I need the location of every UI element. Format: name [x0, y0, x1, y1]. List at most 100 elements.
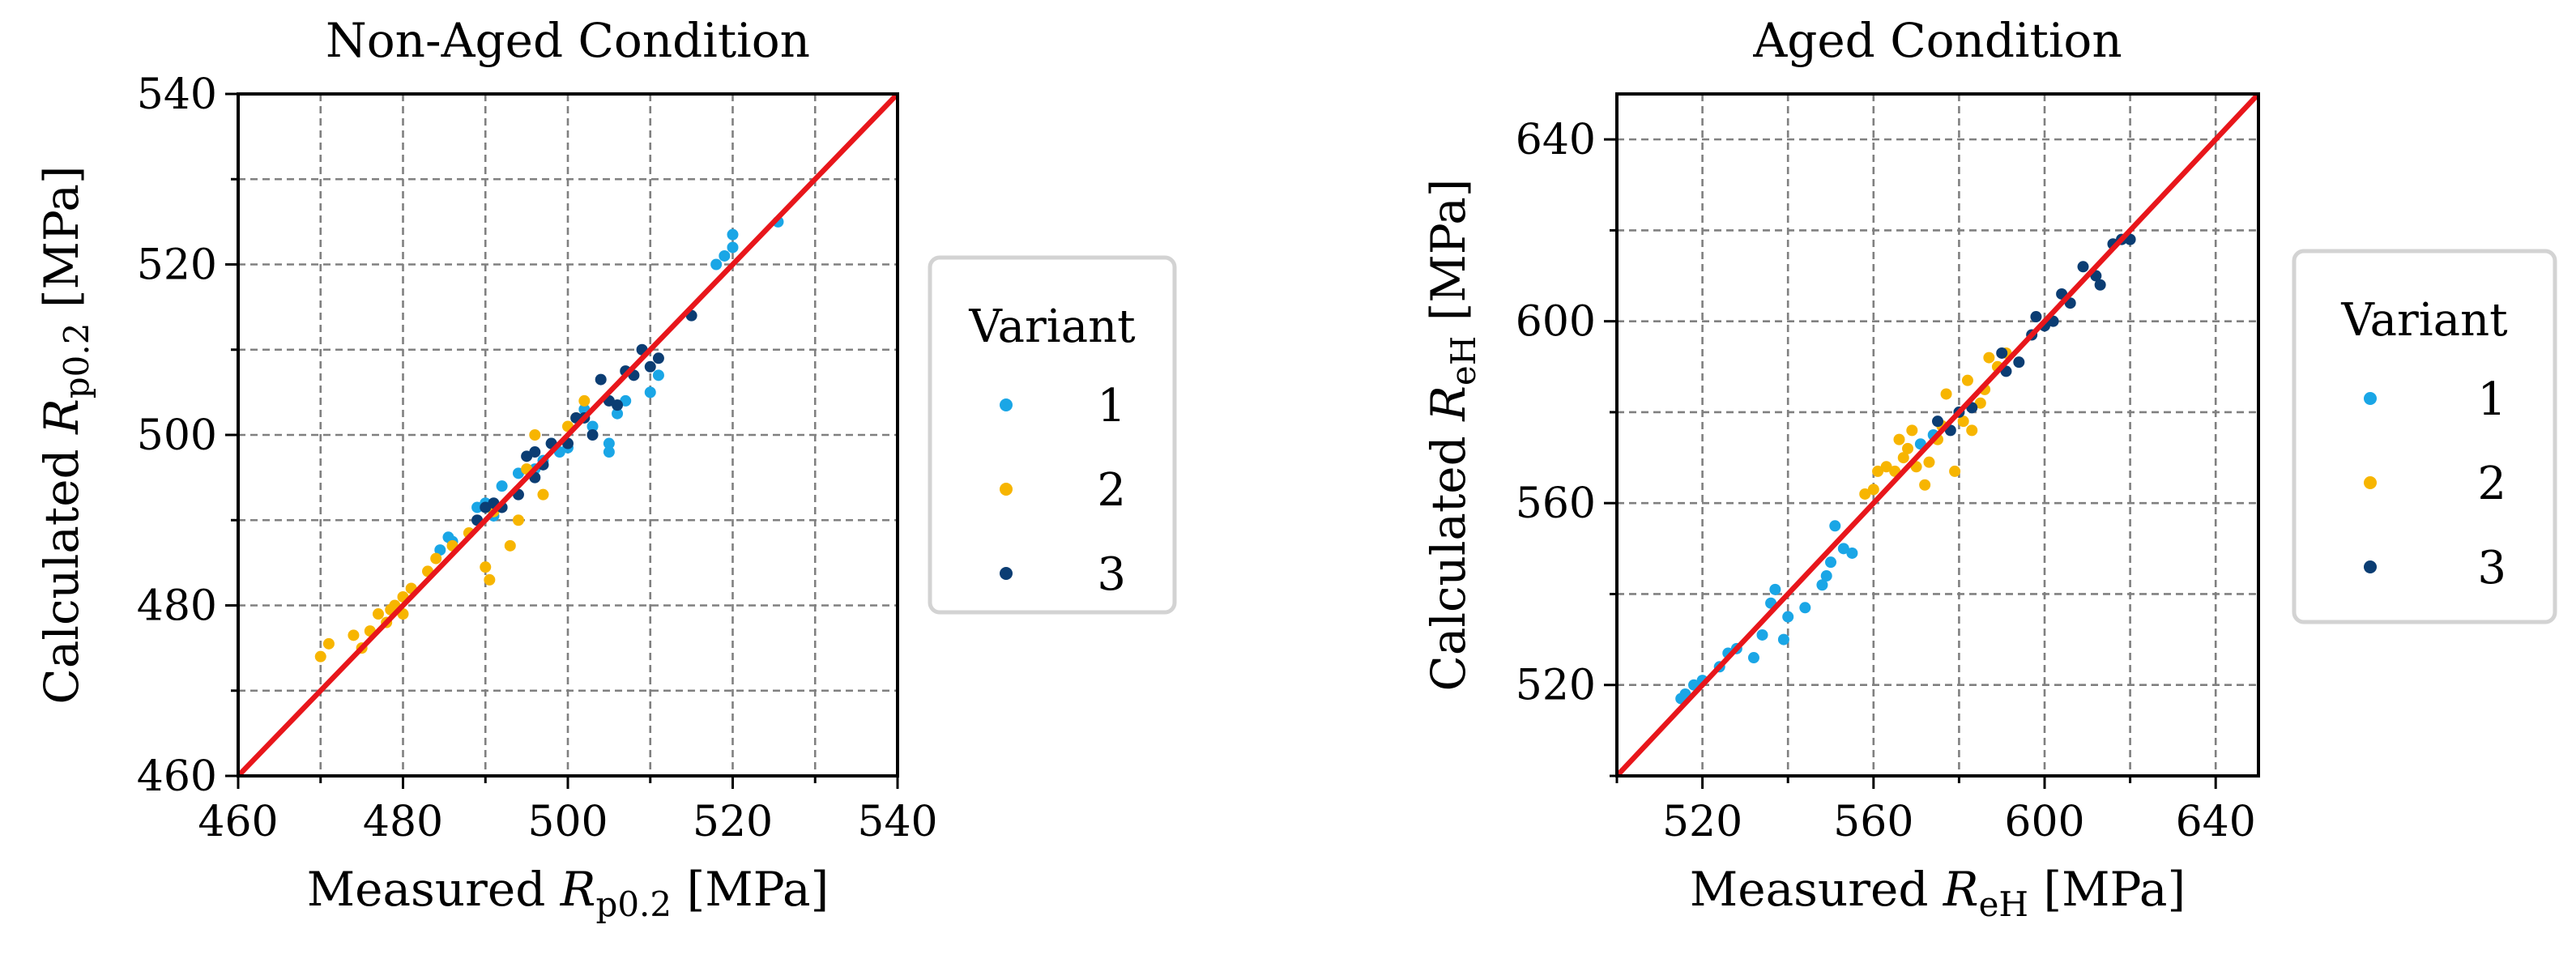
ticks [225, 92, 899, 789]
x-tick-label: 500 [527, 798, 608, 846]
data-point [586, 420, 599, 432]
data-point [1923, 456, 1935, 468]
legend-label: 2 [1097, 464, 1126, 517]
x-tick-label: 460 [198, 798, 278, 846]
x-axis-label: Measured Rp0.2 [MPa] [307, 862, 829, 924]
legend-title: Variant [968, 300, 1136, 353]
x-tick-label: 520 [1662, 798, 1742, 846]
data-point [644, 360, 656, 373]
data-point [719, 249, 731, 262]
data-point [1897, 452, 1909, 464]
gridlines [1617, 94, 2258, 776]
series-1 [434, 215, 784, 556]
data-point [2077, 261, 2089, 273]
data-point [1966, 424, 1978, 437]
x-axis-label-prefix: Measured [1690, 862, 1943, 917]
legend-label: 2 [2477, 458, 2506, 510]
x-tick-label: 640 [2176, 798, 2256, 846]
x-axis-label: Measured ReH [MPa] [1690, 862, 2186, 924]
legend-marker-2 [1000, 483, 1013, 496]
data-point [1859, 488, 1871, 500]
chart-non-aged: 460 480 500 520 540 460 480 500 520 540 Non-Aged C… [34, 13, 1177, 924]
y-tick-label: 460 [137, 752, 217, 801]
data-point [1837, 543, 1849, 555]
data-point [496, 480, 508, 492]
x-axis-label-var: R [560, 862, 596, 917]
data-point [578, 394, 591, 407]
data-point [430, 552, 442, 565]
legend-box [928, 255, 1177, 615]
data-point [484, 573, 496, 586]
x-tick-label: 540 [857, 798, 937, 846]
x-axis-label-var: R [1943, 862, 1979, 917]
data-point [2094, 279, 2106, 291]
data-point [1932, 415, 1943, 428]
data-point [1872, 465, 1884, 477]
legend-label: 1 [1097, 380, 1126, 432]
data-point [1974, 397, 1986, 409]
legend-marker-3 [2364, 560, 2377, 573]
data-point [595, 373, 607, 386]
x-tick-label: 560 [1833, 798, 1913, 846]
legend-label: 1 [2477, 373, 2506, 426]
data-point [603, 446, 615, 458]
data-point [1893, 433, 1905, 445]
data-point [529, 446, 541, 458]
data-point [1880, 461, 1892, 473]
data-point [1961, 374, 1973, 386]
y-tick-label: 640 [1516, 116, 1596, 164]
x-tick-label: 520 [693, 798, 773, 846]
y-axis-label-unit: [MPa] [34, 165, 89, 322]
chart-aged: 520 560 600 640 520 560 600 640 Aged Condition Me… [1421, 13, 2557, 924]
data-point [314, 650, 326, 663]
y-axis-label-var: R [34, 398, 89, 435]
data-point [1829, 520, 1841, 532]
data-point [1906, 424, 1918, 437]
data-point [348, 629, 360, 641]
diagonal-line [1617, 94, 2258, 776]
data-point [710, 258, 723, 271]
x-tick-label: 480 [363, 798, 443, 846]
data-point [1820, 570, 1832, 582]
data-point [1949, 465, 1961, 477]
legend-box [2292, 249, 2557, 624]
x-axis-label-prefix: Measured [307, 862, 561, 917]
y-axis-label: Calculated Rp0.2 [MPa] [34, 165, 96, 704]
data-point [537, 488, 549, 501]
ticks [1604, 138, 2217, 789]
data-point [612, 399, 624, 411]
legend: Variant 1 2 3 [928, 255, 1177, 615]
y-tick-label: 540 [137, 70, 217, 119]
legend-label: 3 [1097, 548, 1126, 601]
y-axis-label-var: R [1421, 386, 1476, 422]
plot-frame [1615, 92, 2260, 778]
data-point [1825, 556, 1836, 569]
y-axis-label: Calculated ReH [MPa] [1421, 179, 1483, 692]
data-point [727, 241, 739, 254]
data-point [644, 386, 656, 398]
legend-marker-2 [2364, 476, 2377, 489]
x-axis-label-sub: p0.2 [595, 884, 672, 924]
x-axis-label-sub: eH [1979, 884, 2028, 924]
diagonal-line [238, 94, 898, 776]
legend: Variant 1 2 3 [2292, 249, 2557, 624]
legend-marker-3 [1000, 567, 1013, 580]
data-point [1799, 602, 1811, 614]
data-point [1756, 628, 1768, 641]
data-point [1983, 352, 1995, 364]
legend-title: Variant [2340, 294, 2508, 347]
data-point [2030, 311, 2042, 323]
data-point [586, 429, 599, 441]
data-point [1846, 547, 1858, 559]
data-point [1919, 479, 1931, 491]
chart-title: Aged Condition [1752, 13, 2122, 68]
data-point [603, 437, 615, 450]
data-point [322, 637, 335, 650]
data-point [372, 608, 384, 620]
y-axis-label-prefix: Calculated [34, 434, 89, 705]
data-points [314, 215, 784, 663]
data-point [1957, 415, 1969, 428]
y-axis-label-sub: eH [1444, 336, 1483, 386]
